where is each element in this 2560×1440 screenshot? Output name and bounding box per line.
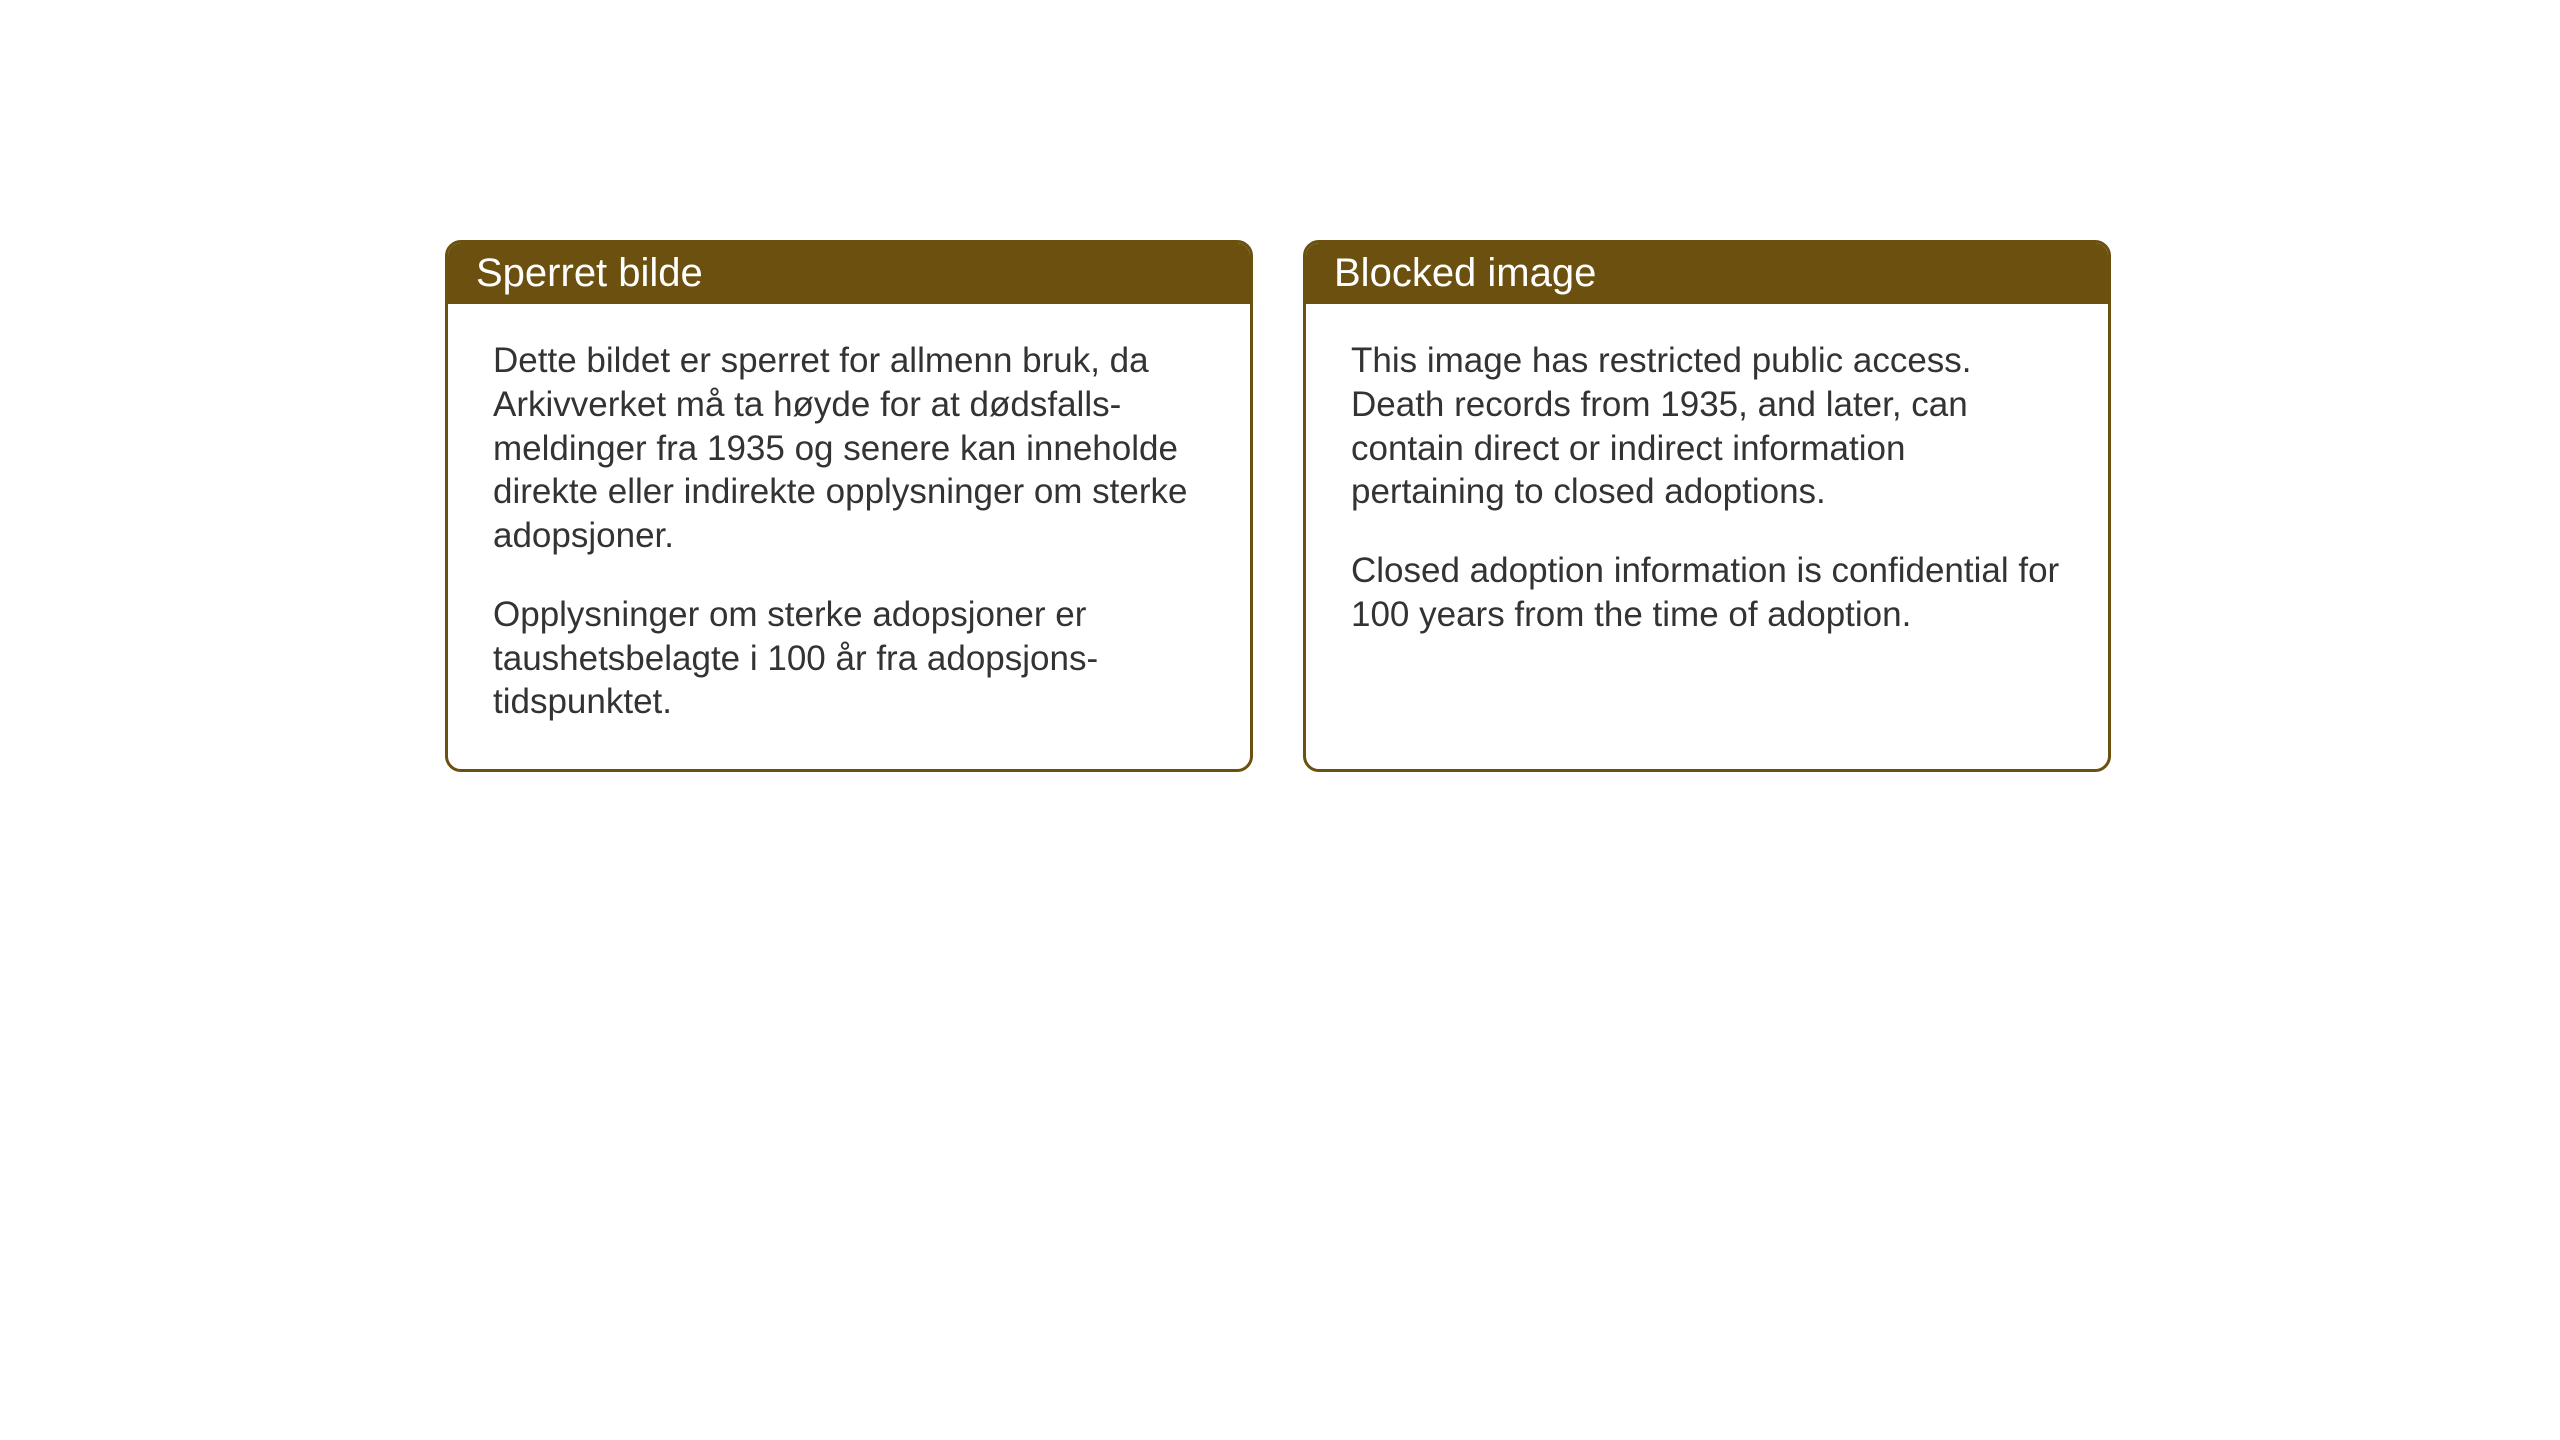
card-paragraph: Opplysninger om sterke adopsjoner er tau… [493,593,1205,724]
card-paragraph: Closed adoption information is confident… [1351,549,2063,637]
card-paragraph: This image has restricted public access.… [1351,339,2063,514]
notice-cards-container: Sperret bilde Dette bildet er sperret fo… [445,240,2111,772]
notice-card-norwegian: Sperret bilde Dette bildet er sperret fo… [445,240,1253,772]
card-paragraph: Dette bildet er sperret for allmenn bruk… [493,339,1205,558]
card-header-norwegian: Sperret bilde [448,243,1250,304]
notice-card-english: Blocked image This image has restricted … [1303,240,2111,772]
card-body-english: This image has restricted public access.… [1306,304,2108,694]
card-header-english: Blocked image [1306,243,2108,304]
card-body-norwegian: Dette bildet er sperret for allmenn bruk… [448,304,1250,769]
